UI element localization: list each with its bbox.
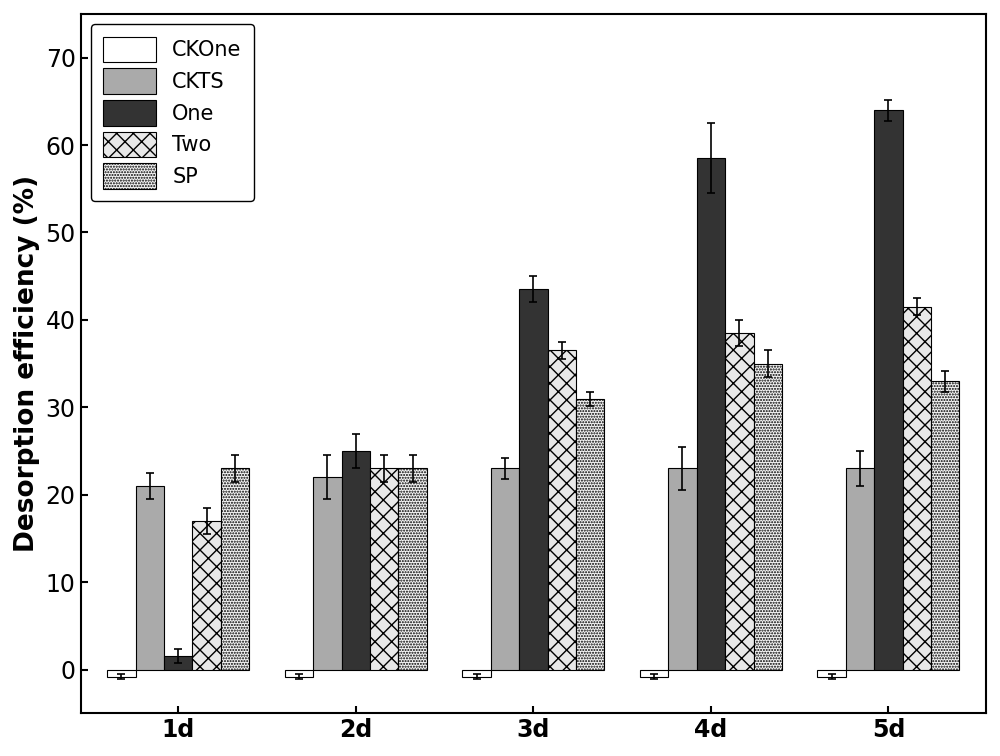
Bar [817,670,846,677]
Bar [342,451,370,670]
Bar [846,469,874,670]
Legend: CKOne, CKTS, One, Two, SP: CKOne, CKTS, One, Two, SP [91,24,254,201]
Bar [640,670,668,677]
Bar [398,469,427,670]
Bar [107,670,136,677]
Bar [164,656,192,670]
Bar [221,469,249,670]
Bar [576,398,604,670]
Bar [668,469,697,670]
Bar [285,670,313,677]
Bar [136,486,164,670]
Bar [192,521,221,670]
Bar [462,670,491,677]
Bar [313,477,342,670]
Bar [725,333,754,670]
Bar [491,469,519,670]
Bar [697,158,725,670]
Bar [519,290,548,670]
Bar [903,307,931,670]
Bar [370,469,398,670]
Bar [754,364,782,670]
Bar [931,381,959,670]
Bar [548,351,576,670]
Bar [874,110,903,670]
Y-axis label: Desorption efficiency (%): Desorption efficiency (%) [14,175,40,552]
